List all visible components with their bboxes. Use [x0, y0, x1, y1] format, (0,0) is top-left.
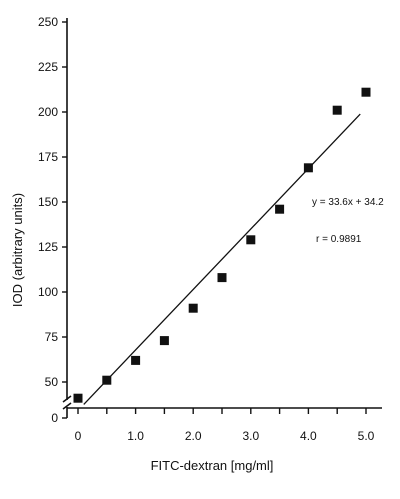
data-point	[303, 163, 313, 173]
y-ticks: 0 50 75 100 125 150 175 200 225 250	[38, 15, 67, 425]
y-axis-label: IOD (arbitrary units)	[10, 193, 25, 307]
x-ticks: 0 1.0 2.0 3.0 4.0 5.0	[75, 408, 375, 443]
y-tick-label: 0	[51, 411, 58, 425]
y-tick-label: 75	[45, 330, 59, 344]
data-point	[102, 375, 112, 385]
equation-annotation: y = 33.6x + 34.2	[312, 197, 384, 208]
data-point	[361, 87, 371, 97]
fit-line-group	[83, 113, 361, 405]
data-point	[246, 235, 256, 245]
data-point	[332, 105, 342, 115]
x-tick-label: 3.0	[242, 429, 259, 443]
data-points	[73, 87, 371, 403]
x-tick-label: 5.0	[358, 429, 375, 443]
data-point	[73, 393, 83, 403]
y-tick-label: 125	[38, 240, 58, 254]
regression-line	[83, 113, 361, 405]
data-point	[275, 204, 285, 214]
data-point	[159, 336, 169, 346]
x-axis-label: FITC-dextran [mg/ml]	[151, 458, 274, 473]
data-point	[188, 303, 198, 313]
data-point	[217, 273, 227, 283]
data-point	[131, 355, 141, 365]
y-tick-label: 200	[38, 105, 58, 119]
axes	[62, 18, 382, 418]
x-tick-label: 0	[75, 429, 82, 443]
x-tick-label: 4.0	[300, 429, 317, 443]
y-tick-label: 50	[45, 375, 59, 389]
y-axis-break-mark	[62, 402, 72, 410]
y-axis-break-mark	[62, 395, 72, 403]
y-tick-label: 250	[38, 15, 58, 29]
y-tick-label: 150	[38, 195, 58, 209]
y-tick-label: 100	[38, 285, 58, 299]
y-tick-label: 175	[38, 150, 58, 164]
y-tick-label: 225	[38, 60, 58, 74]
x-tick-label: 1.0	[127, 429, 144, 443]
correlation-annotation: r = 0.9891	[316, 234, 362, 245]
x-tick-label: 2.0	[185, 429, 202, 443]
